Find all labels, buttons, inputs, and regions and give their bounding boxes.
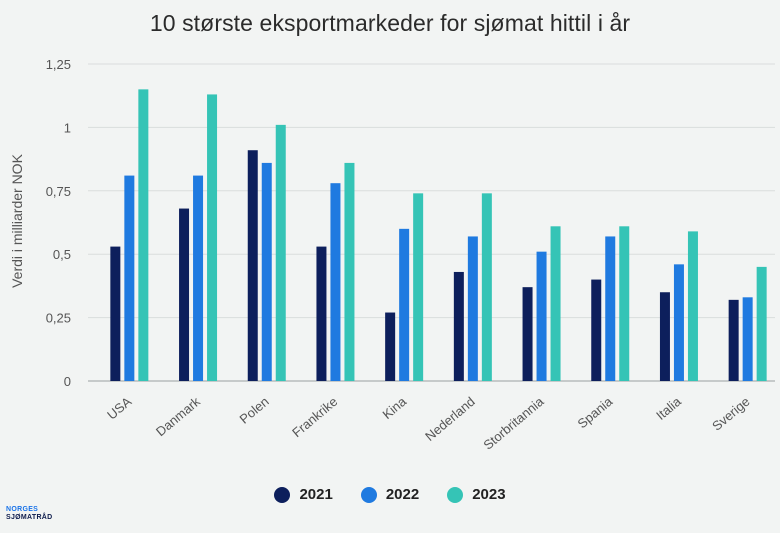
logo-line-1: NORGES (6, 506, 39, 513)
y-tick-label: 0 (64, 374, 71, 389)
bar-storbritannia-2022[interactable] (536, 251, 547, 381)
legend-swatch-2021 (274, 486, 291, 503)
x-tick-label: Frankrike (289, 394, 340, 440)
bar-polen-2023[interactable] (275, 124, 286, 381)
bar-nederland-2022[interactable] (467, 236, 478, 381)
legend-label-2022: 2022 (385, 486, 420, 503)
legend-item-2022[interactable]: 2022 (360, 486, 420, 503)
bar-storbritannia-2023[interactable] (550, 226, 561, 381)
x-tick-label: Italia (653, 393, 684, 423)
y-axis-label: Verdi i milliarder NOK (9, 153, 25, 287)
x-tick-labels: USA Danmark Polen Frankrike Kina Nederland Sto… (104, 393, 752, 452)
bar-nederland-2023[interactable] (481, 193, 492, 381)
bar-usa-2023[interactable] (138, 89, 149, 382)
bar-polen-2021[interactable] (247, 150, 258, 381)
bar-kina-2023[interactable] (413, 193, 424, 381)
x-tick-label: USA (104, 394, 134, 423)
bar-danmark-2023[interactable] (207, 94, 218, 381)
x-tick-label: Nederland (422, 394, 478, 444)
logo-line-2: SJØMATRÅD (6, 514, 53, 521)
bar-spania-2023[interactable] (619, 226, 630, 381)
legend-label-2023: 2023 (472, 486, 506, 503)
bar-frankrike-2021[interactable] (316, 246, 327, 381)
bar-storbritannia-2021[interactable] (522, 287, 533, 381)
bar-usa-2021[interactable] (110, 246, 121, 381)
y-tick-label: 1,25 (46, 57, 71, 72)
bar-polen-2022[interactable] (261, 162, 272, 381)
x-tick-label: Storbritannia (480, 393, 547, 452)
y-tick-labels: 0 0,25 0,5 0,75 1 1,25 (46, 57, 71, 389)
bar-spania-2021[interactable] (591, 279, 602, 381)
bar-danmark-2021[interactable] (179, 208, 190, 381)
bar-frankrike-2023[interactable] (344, 162, 355, 381)
bar-usa-2022[interactable] (124, 175, 135, 381)
legend-swatch-2023 (447, 486, 464, 503)
legend-label-2021: 2021 (299, 486, 333, 503)
x-tick-label: Danmark (153, 393, 203, 439)
y-tick-label: 0,25 (46, 311, 71, 326)
bar-nederland-2021[interactable] (453, 271, 464, 381)
bar-italia-2023[interactable] (687, 231, 698, 381)
x-tick-label: Spania (575, 393, 616, 431)
y-tick-label: 1 (64, 120, 71, 135)
bar-frankrike-2022[interactable] (330, 183, 341, 381)
x-tick-label: Polen (237, 394, 272, 427)
bar-danmark-2022[interactable] (193, 175, 204, 381)
legend-item-2021[interactable]: 2021 (274, 486, 333, 503)
x-tick-label: Kina (379, 393, 409, 422)
bar-italia-2022[interactable] (673, 264, 684, 381)
bar-sverige-2021[interactable] (728, 299, 739, 381)
bar-spania-2022[interactable] (605, 236, 616, 381)
norges-sjomatrad-logo: NORGES SJØMATRÅD (6, 506, 53, 522)
x-tick-label: Sverige (709, 394, 752, 434)
bar-italia-2021[interactable] (659, 292, 670, 381)
y-tick-label: 0,75 (46, 184, 71, 199)
bar-sverige-2023[interactable] (756, 266, 767, 381)
legend: 2021 2022 2023 (0, 486, 780, 503)
bars (110, 89, 767, 382)
bar-kina-2022[interactable] (399, 228, 410, 381)
y-tick-label: 0,5 (53, 247, 71, 262)
chart-title: 10 største eksportmarkeder for sjømat hi… (149, 10, 631, 36)
grid-lines (88, 63, 775, 382)
bar-sverige-2022[interactable] (742, 297, 753, 381)
bar-kina-2021[interactable] (385, 312, 396, 381)
legend-item-2023[interactable]: 2023 (447, 486, 506, 503)
legend-swatch-2022 (360, 486, 377, 503)
